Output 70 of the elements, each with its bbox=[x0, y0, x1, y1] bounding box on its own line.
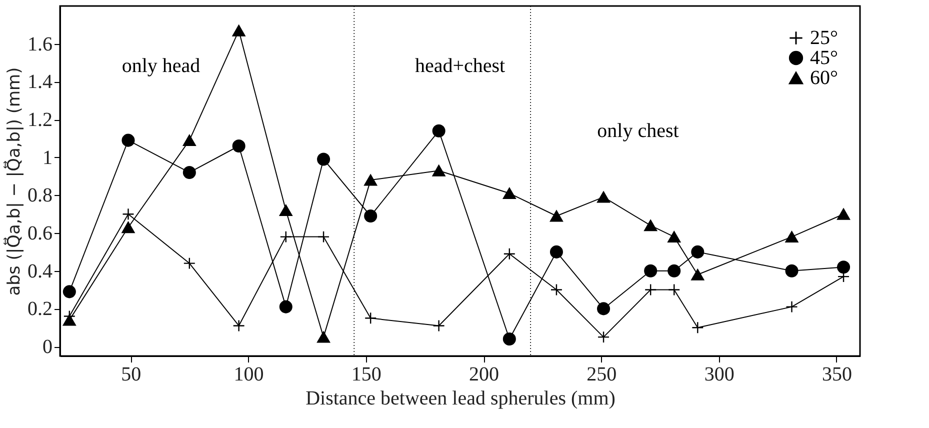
point bbox=[279, 204, 292, 216]
point bbox=[232, 320, 245, 332]
x-tick-label: 250 bbox=[586, 364, 617, 386]
point bbox=[691, 245, 704, 258]
y-tick-label: 0.6 bbox=[28, 222, 52, 245]
point bbox=[364, 312, 377, 324]
point bbox=[837, 260, 850, 274]
point bbox=[644, 220, 658, 232]
y-tick-label: 0.8 bbox=[28, 184, 52, 207]
point bbox=[691, 268, 704, 280]
point bbox=[364, 209, 378, 223]
point bbox=[122, 208, 134, 220]
point bbox=[597, 191, 610, 203]
point bbox=[432, 164, 446, 176]
point bbox=[550, 245, 563, 258]
point bbox=[232, 139, 246, 153]
point bbox=[503, 248, 516, 260]
point bbox=[62, 314, 76, 326]
point bbox=[837, 208, 850, 220]
point bbox=[644, 264, 658, 278]
y-tick-label: 0.4 bbox=[28, 260, 52, 282]
point bbox=[550, 210, 563, 222]
point bbox=[232, 24, 246, 36]
x-tick-label: 350 bbox=[822, 364, 852, 386]
point bbox=[183, 257, 196, 270]
annotation: head+chest bbox=[414, 55, 506, 77]
point bbox=[692, 322, 704, 334]
point bbox=[597, 302, 610, 316]
point bbox=[668, 231, 681, 243]
legend-label: 45° bbox=[810, 47, 838, 69]
point bbox=[502, 188, 516, 200]
legend-label: 60° bbox=[810, 67, 838, 89]
y-tick-label: 1 bbox=[42, 146, 52, 169]
y-tick-label: 1.2 bbox=[28, 109, 52, 132]
point bbox=[668, 284, 680, 296]
point bbox=[668, 264, 681, 278]
point bbox=[317, 331, 330, 343]
point bbox=[182, 166, 196, 179]
point bbox=[502, 332, 516, 346]
x-tick-label: 50 bbox=[121, 364, 142, 386]
x-axis-title: Distance between lead spherules (mm) bbox=[306, 388, 616, 410]
annotation: only head bbox=[122, 55, 200, 77]
point bbox=[317, 230, 330, 243]
y-tick-label: 0.2 bbox=[28, 298, 52, 320]
legend-label: 25° bbox=[810, 27, 838, 49]
x-tick-label: 300 bbox=[704, 364, 734, 386]
point bbox=[432, 124, 446, 138]
point bbox=[279, 300, 292, 314]
point bbox=[62, 285, 76, 298]
point bbox=[644, 284, 657, 296]
point bbox=[432, 320, 445, 332]
point bbox=[785, 264, 798, 278]
x-tick-label: 150 bbox=[351, 364, 382, 386]
point bbox=[550, 284, 563, 296]
point bbox=[364, 174, 378, 186]
point bbox=[280, 230, 292, 243]
y-axis-title: abs (|Q⃡a,b| − |Q⃡a,b|) (mm) bbox=[3, 67, 24, 296]
point bbox=[122, 222, 135, 234]
point bbox=[785, 231, 798, 243]
annotation: only chest bbox=[597, 120, 680, 142]
y-tick-label: 0 bbox=[42, 336, 52, 358]
y-tick-label: 1.4 bbox=[28, 71, 52, 94]
point bbox=[597, 331, 610, 344]
point bbox=[317, 152, 330, 166]
point bbox=[122, 134, 135, 147]
y-tick-label: 1.6 bbox=[28, 33, 52, 56]
point bbox=[786, 300, 798, 313]
point bbox=[182, 134, 196, 146]
x-tick-label: 100 bbox=[234, 364, 264, 386]
x-tick-label: 200 bbox=[469, 364, 500, 386]
